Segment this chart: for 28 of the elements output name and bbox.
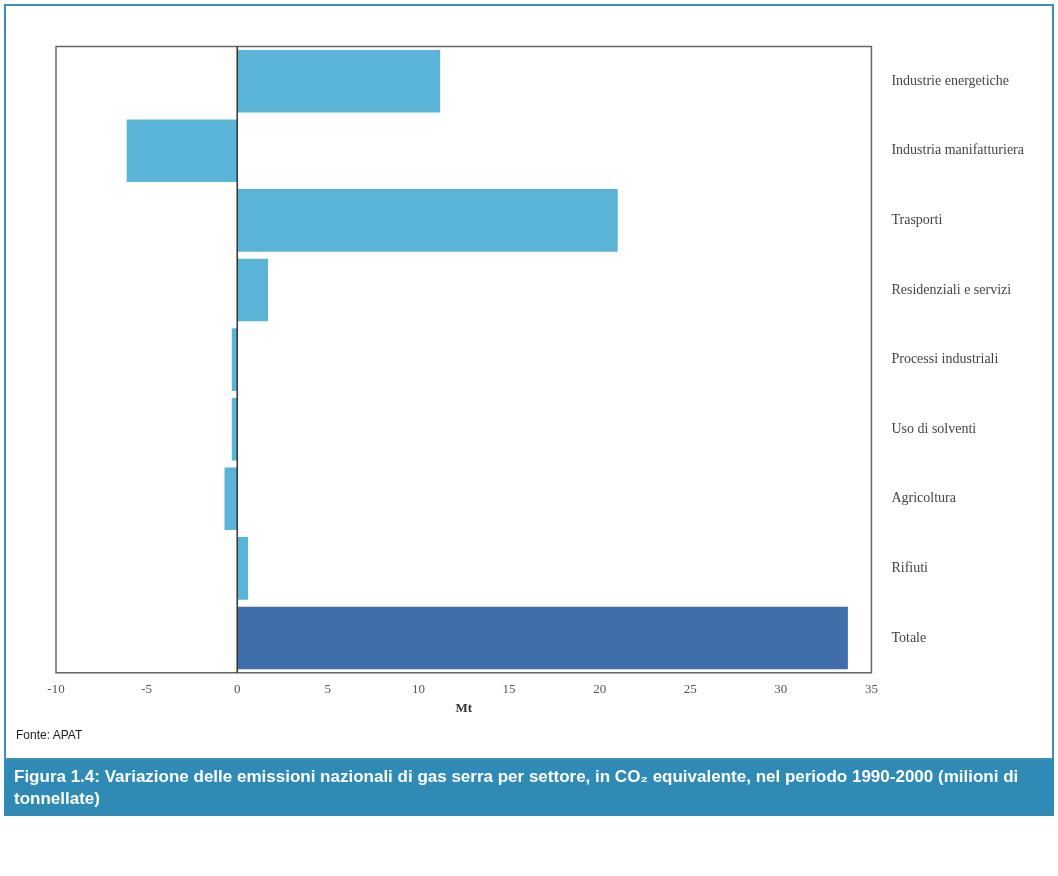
x-tick-label: 30 (774, 681, 788, 697)
y-tick-label: Uso di solventi (891, 420, 977, 436)
bar (237, 49, 441, 113)
y-tick-label: Industrie energetiche (891, 72, 1009, 88)
x-tick-label: 0 (233, 681, 241, 697)
x-tick-label: 15 (502, 681, 516, 697)
bar (237, 258, 269, 322)
y-tick-label: Processi industriali (891, 351, 999, 367)
y-tick-label: Trasporti (891, 212, 943, 228)
x-tick-label: 20 (593, 681, 607, 697)
bar (237, 537, 249, 600)
y-tick-label: Residenziali e servizi (891, 281, 1012, 297)
x-tick-label: 10 (411, 681, 425, 697)
text: Figura 1.4: Variazione delle emissioni nazionali di gas serra per settore, in CO₂ equivalente, nel periodo 1990-2000 (milioni di tonnellate) (4, 760, 1054, 816)
y-tick-label: Agricoltura (891, 490, 957, 506)
y-tick-label: Industria manifatturiera (891, 142, 1025, 158)
x-tick-label: 5 (324, 681, 332, 697)
bar (237, 189, 618, 252)
source-note: Fonte: APAT (16, 728, 83, 742)
x-tick-label: 35 (864, 681, 878, 697)
x-tick-label: -10 (47, 681, 65, 697)
bar (126, 119, 238, 183)
x-axis-title: Mt (455, 699, 473, 715)
y-tick-label: Totale (891, 629, 927, 645)
bar (237, 606, 848, 670)
y-tick-label: Rifiuti (891, 560, 929, 576)
x-tick-label: 25 (683, 681, 697, 697)
x-tick-label: -5 (141, 681, 153, 697)
